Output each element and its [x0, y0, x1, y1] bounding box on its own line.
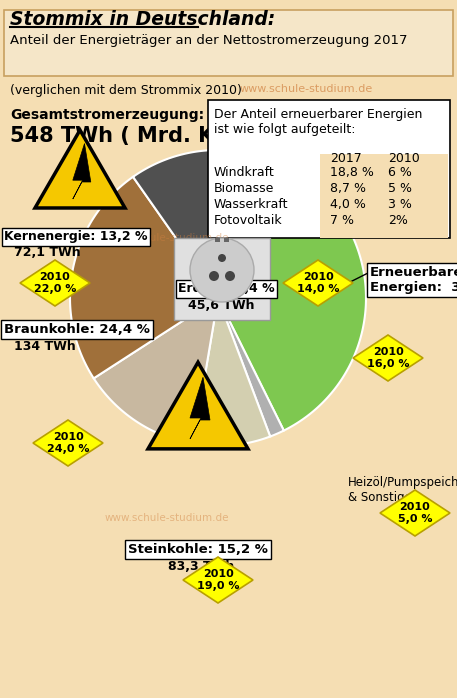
- Text: Anteil der Energieträger an der Nettostromerzeugung 2017: Anteil der Energieträger an der Nettostr…: [10, 34, 408, 47]
- Text: (verglichen mit dem Strommix 2010): (verglichen mit dem Strommix 2010): [10, 84, 242, 97]
- Text: 8,7 %: 8,7 %: [330, 182, 366, 195]
- Polygon shape: [190, 377, 210, 439]
- Text: 2010
19,0 %: 2010 19,0 %: [197, 569, 239, 591]
- Polygon shape: [35, 130, 125, 208]
- Bar: [215, 238, 220, 242]
- Text: 18,8 %: 18,8 %: [330, 166, 374, 179]
- Polygon shape: [193, 298, 270, 446]
- Polygon shape: [218, 155, 366, 431]
- Circle shape: [225, 271, 235, 281]
- Circle shape: [218, 254, 226, 262]
- Polygon shape: [353, 335, 423, 381]
- Text: 134 TWh: 134 TWh: [14, 340, 76, 353]
- Polygon shape: [73, 144, 91, 199]
- Text: www.schule-studium.de: www.schule-studium.de: [240, 84, 373, 94]
- Text: Fotovoltaik: Fotovoltaik: [214, 214, 282, 227]
- Text: Gesamtstromerzeugung:: Gesamtstromerzeugung:: [10, 108, 204, 122]
- Text: Stommix in Deutschland:: Stommix in Deutschland:: [10, 10, 275, 29]
- Text: Biomasse: Biomasse: [214, 182, 274, 195]
- Text: 83,3 TWh: 83,3 TWh: [168, 560, 234, 573]
- FancyBboxPatch shape: [208, 100, 450, 238]
- Text: 45,6 TWh: 45,6 TWh: [188, 299, 255, 312]
- FancyBboxPatch shape: [174, 238, 270, 320]
- Circle shape: [190, 238, 254, 302]
- Polygon shape: [70, 177, 218, 378]
- Bar: [224, 238, 229, 242]
- Text: Wasserkraft: Wasserkraft: [214, 198, 288, 211]
- Polygon shape: [148, 362, 248, 449]
- Text: Kernenergie: 13,2 %: Kernenergie: 13,2 %: [4, 230, 148, 243]
- Text: www.schule-studium.de: www.schule-studium.de: [105, 513, 229, 523]
- Text: 7 %: 7 %: [330, 214, 354, 227]
- Text: 5 %: 5 %: [388, 182, 412, 195]
- FancyBboxPatch shape: [320, 154, 448, 238]
- Polygon shape: [380, 490, 450, 536]
- Text: Der Anteil erneuerbarer Energien
ist wie folgt aufgeteilt:: Der Anteil erneuerbarer Energien ist wie…: [214, 108, 422, 136]
- Text: 3 %: 3 %: [388, 198, 412, 211]
- Polygon shape: [20, 260, 90, 306]
- Text: Heizöl/Pumpspeicher
& Sonstiges:: Heizöl/Pumpspeicher & Sonstiges:: [348, 476, 457, 504]
- Text: 6 %: 6 %: [388, 166, 412, 179]
- Text: 2010
16,0 %: 2010 16,0 %: [367, 347, 409, 369]
- Text: 2010
24,0 %: 2010 24,0 %: [47, 432, 89, 454]
- Polygon shape: [33, 420, 103, 466]
- Polygon shape: [218, 298, 284, 436]
- Text: 548 TWh ( Mrd. KWh): 548 TWh ( Mrd. KWh): [10, 126, 261, 146]
- Text: 2010
5,0 %: 2010 5,0 %: [398, 502, 432, 524]
- FancyBboxPatch shape: [4, 10, 453, 76]
- Text: 2017: 2017: [330, 152, 362, 165]
- Polygon shape: [183, 557, 253, 603]
- Text: Braunkohle: 24,4 %: Braunkohle: 24,4 %: [4, 323, 150, 336]
- Polygon shape: [94, 298, 218, 444]
- Text: www.schule-studium.de: www.schule-studium.de: [105, 233, 229, 243]
- Text: 2%: 2%: [388, 214, 408, 227]
- Polygon shape: [283, 260, 353, 306]
- Text: 4,0 %: 4,0 %: [330, 198, 366, 211]
- Text: 2010: 2010: [388, 152, 420, 165]
- Text: Windkraft: Windkraft: [214, 166, 275, 179]
- Text: Steinkohle: 15,2 %: Steinkohle: 15,2 %: [128, 543, 268, 556]
- Text: Erdgas: 8,4 %: Erdgas: 8,4 %: [178, 282, 275, 295]
- Polygon shape: [133, 150, 268, 298]
- Text: Erneuerbare
Energien:  38,5 %: Erneuerbare Energien: 38,5 %: [370, 266, 457, 294]
- Circle shape: [209, 271, 219, 281]
- Text: 2010
14,0 %: 2010 14,0 %: [297, 272, 339, 294]
- Text: 2010
22,0 %: 2010 22,0 %: [34, 272, 76, 294]
- Text: 72,1 TWh: 72,1 TWh: [14, 246, 80, 259]
